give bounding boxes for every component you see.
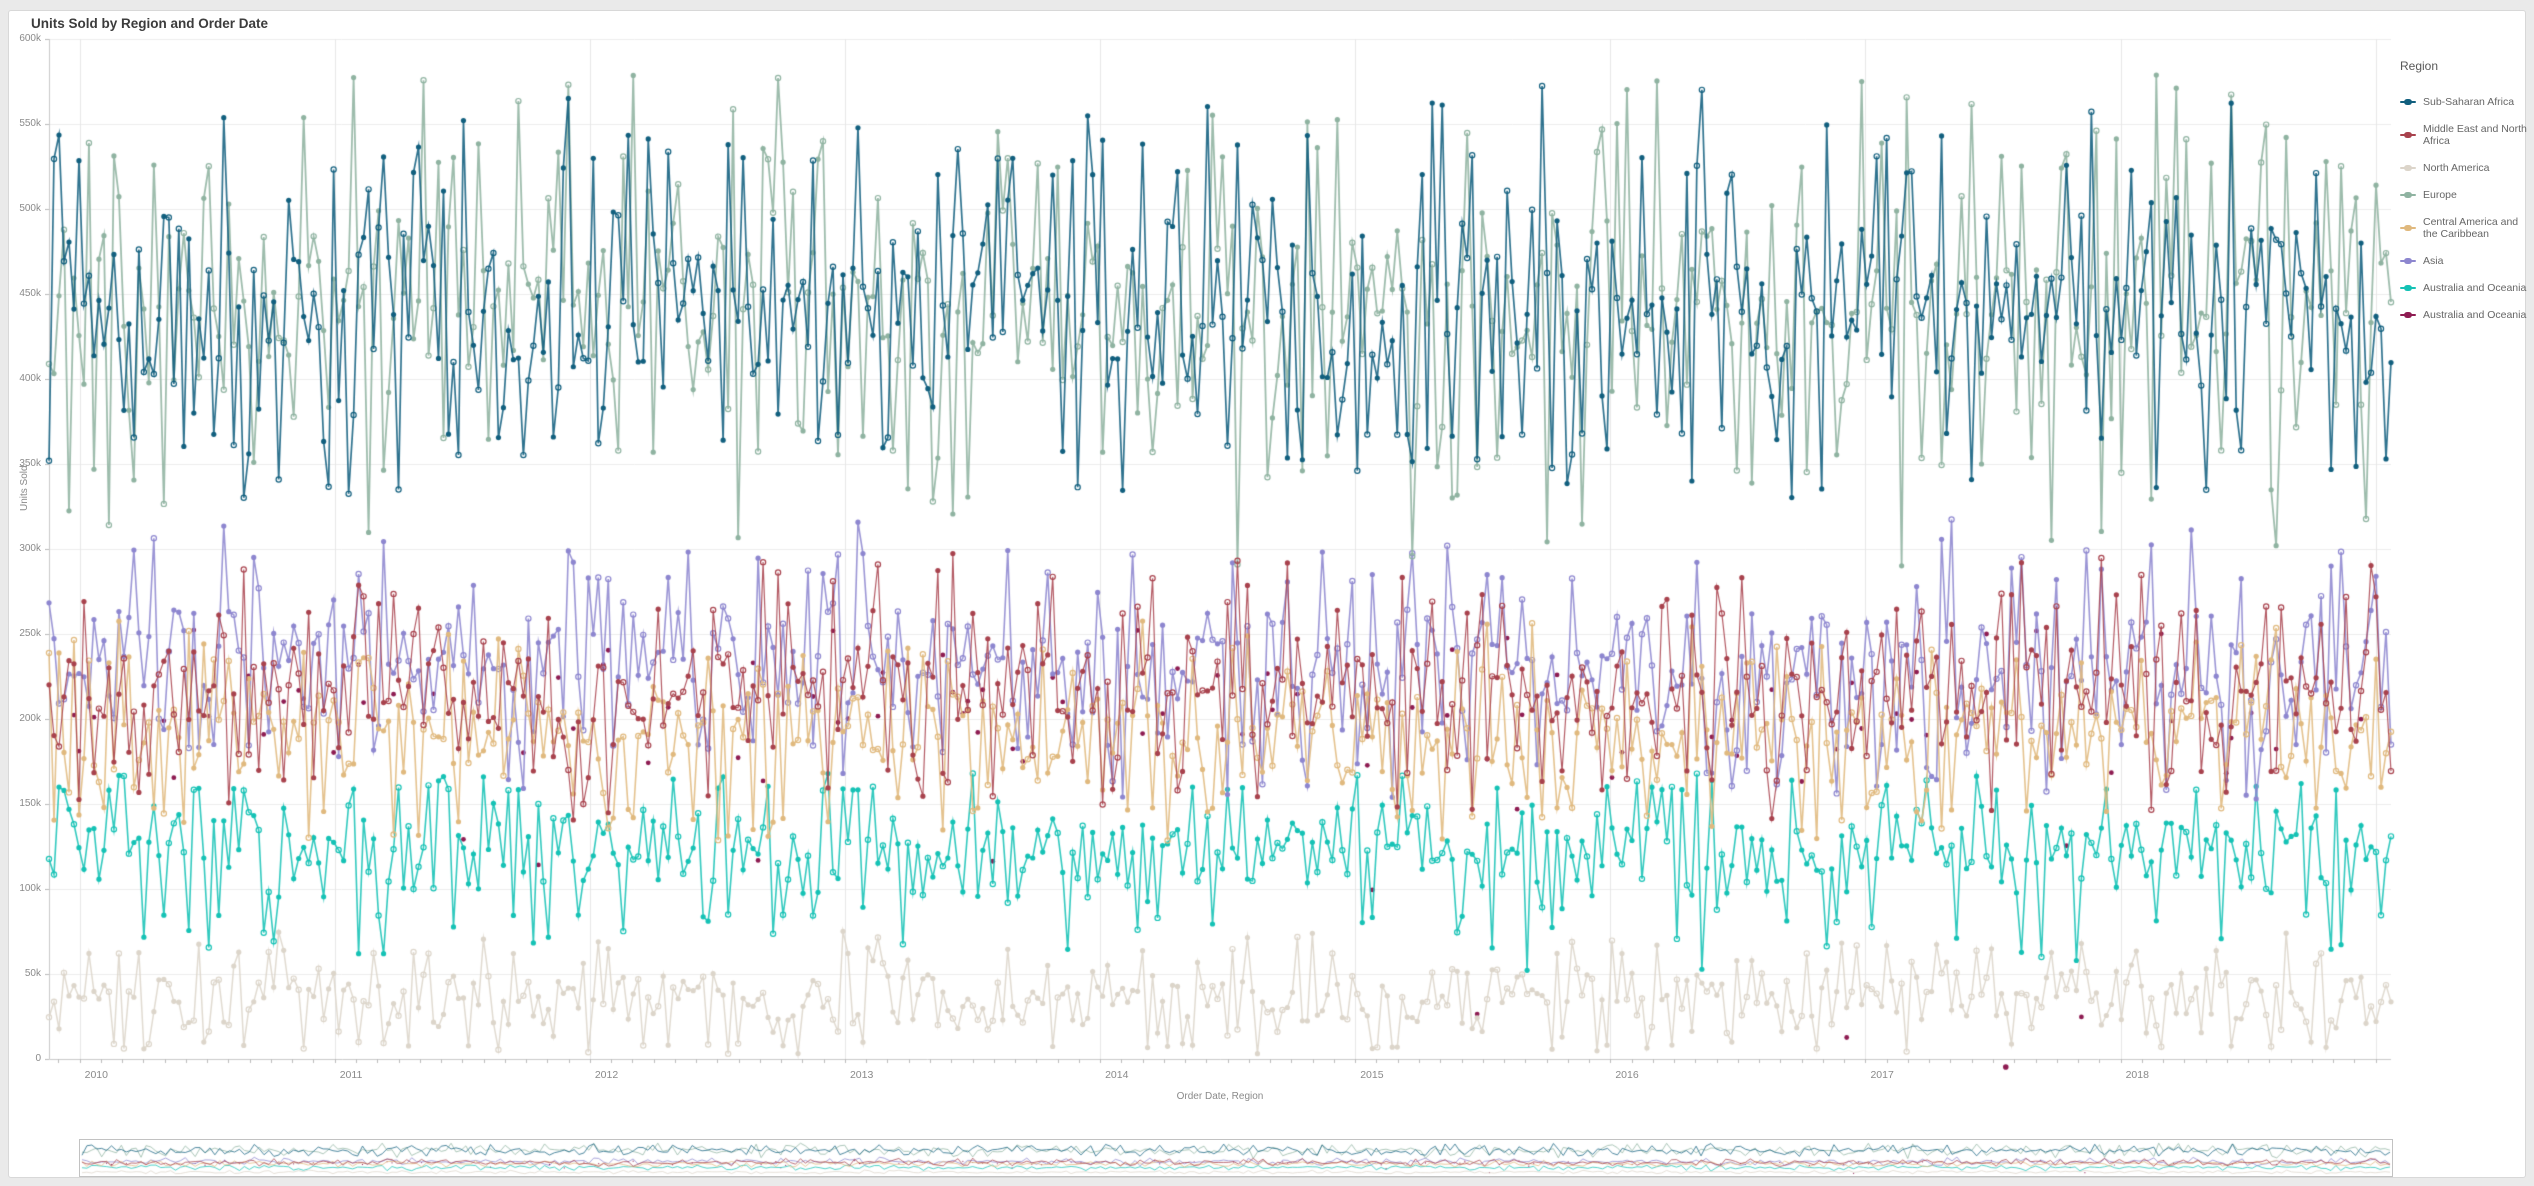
y-tick-label: 50k	[24, 968, 41, 979]
legend: Region Sub-Saharan Africa Middle East and…	[2400, 59, 2532, 321]
y-tick-label: 400k	[19, 373, 41, 384]
y-tick-label: 600k	[19, 33, 41, 44]
legend-item-europe[interactable]: Europe	[2400, 189, 2532, 201]
navigator-mini-chart[interactable]	[79, 1139, 2393, 1177]
legend-item-label: Europe	[2423, 189, 2457, 201]
y-tick-label: 200k	[19, 713, 41, 724]
legend-series-marker-icon	[2400, 131, 2416, 139]
x-tick-label: 2010	[84, 1069, 108, 1081]
y-tick-label: 100k	[19, 883, 41, 894]
x-tick-label: 2014	[1105, 1069, 1129, 1081]
x-tick-label: 2011	[339, 1069, 363, 1081]
y-tick-label: 550k	[19, 118, 41, 129]
main-line-chart-canvas[interactable]	[45, 35, 2395, 1080]
legend-item-central-america-and-the-caribbean[interactable]: Central America and the Caribbean	[2400, 216, 2532, 240]
x-axis-title: Order Date, Region	[1176, 1091, 1264, 1102]
legend-item-label: Australia and Oceania	[2423, 309, 2527, 321]
legend-series-marker-icon	[2400, 284, 2416, 292]
legend-series-marker-icon	[2400, 224, 2416, 232]
x-tick-label: 2012	[594, 1069, 619, 1081]
chart-title: Units Sold by Region and Order Date	[31, 16, 269, 31]
legend-items: Sub-Saharan Africa Middle East and North …	[2400, 96, 2532, 321]
legend-item-label: Central America and the Caribbean	[2423, 216, 2519, 240]
legend-item-label: North America	[2423, 162, 2490, 174]
y-tick-label: 350k	[19, 458, 41, 469]
legend-series-marker-icon	[2400, 164, 2416, 172]
legend-item-label: Middle East and North Africa	[2423, 123, 2527, 147]
legend-item-asia[interactable]: Asia	[2400, 255, 2532, 267]
x-tick-label: 2015	[1360, 1069, 1384, 1081]
legend-item-middle-east-and-north-africa[interactable]: Middle East and North Africa	[2400, 123, 2532, 147]
legend-series-marker-icon	[2400, 98, 2416, 106]
legend-item-label: Australia and Oceania	[2423, 282, 2527, 294]
x-tick-label: 2016	[1615, 1069, 1639, 1081]
y-tick-label: 0	[35, 1053, 41, 1064]
legend-title: Region	[2400, 59, 2439, 73]
y-tick-label: 150k	[19, 798, 41, 809]
legend-item-australia-and-oceania[interactable]: Australia and Oceania	[2400, 282, 2532, 294]
legend-item-australia-and-oceania[interactable]: Australia and Oceania	[2400, 309, 2532, 321]
y-tick-label: 300k	[19, 543, 41, 554]
chart-object-card: Units Sold by Region and Order Date 0 50k…	[8, 10, 2527, 1178]
x-tick-label: 2017	[1870, 1069, 1894, 1081]
legend-series-marker-icon	[2400, 191, 2416, 199]
y-axis-title: Units Sold	[19, 465, 30, 511]
y-tick-label: 450k	[19, 288, 41, 299]
legend-item-label: Sub-Saharan Africa	[2423, 96, 2515, 108]
legend-item-label: Asia	[2423, 255, 2444, 267]
x-tick-label: 2018	[2125, 1069, 2149, 1081]
x-tick-label: 2013	[849, 1069, 874, 1081]
legend-series-marker-icon	[2400, 311, 2416, 319]
legend-series-marker-icon	[2400, 257, 2416, 265]
legend-item-north-america[interactable]: North America	[2400, 162, 2532, 174]
legend-item-sub-saharan-africa[interactable]: Sub-Saharan Africa	[2400, 96, 2532, 108]
y-tick-label: 500k	[19, 203, 41, 214]
y-tick-label: 250k	[19, 628, 41, 639]
